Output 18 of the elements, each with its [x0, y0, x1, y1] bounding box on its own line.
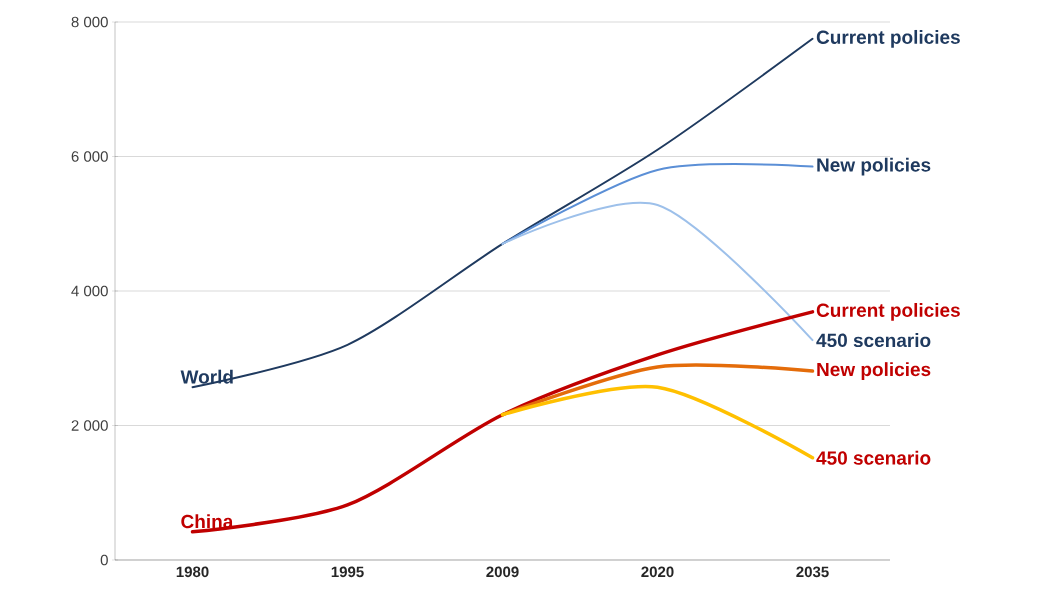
series-label: Current policies	[816, 29, 960, 48]
x-tick-label: 2035	[796, 566, 829, 578]
x-tick-label: 2020	[641, 566, 674, 578]
series-label: 450 scenario	[816, 333, 931, 348]
x-tick-label: 1995	[331, 566, 364, 578]
series-label: Current policies	[816, 302, 960, 321]
series-label: New policies	[817, 362, 931, 380]
x-tick-label: 1980	[176, 566, 209, 578]
y-tick-label: 4 000	[71, 285, 108, 297]
x-tick-label: 2009	[486, 566, 519, 578]
y-tick-label: 0	[100, 554, 108, 566]
annotation: China	[181, 514, 234, 529]
y-tick-label: 2 000	[71, 420, 108, 431]
series-label: 450 scenario	[816, 450, 931, 465]
annotation: World	[180, 369, 233, 384]
series-label: New policies	[817, 157, 931, 176]
y-tick-label: 8 000	[71, 16, 108, 28]
y-tick-label: 6 000	[71, 151, 108, 162]
